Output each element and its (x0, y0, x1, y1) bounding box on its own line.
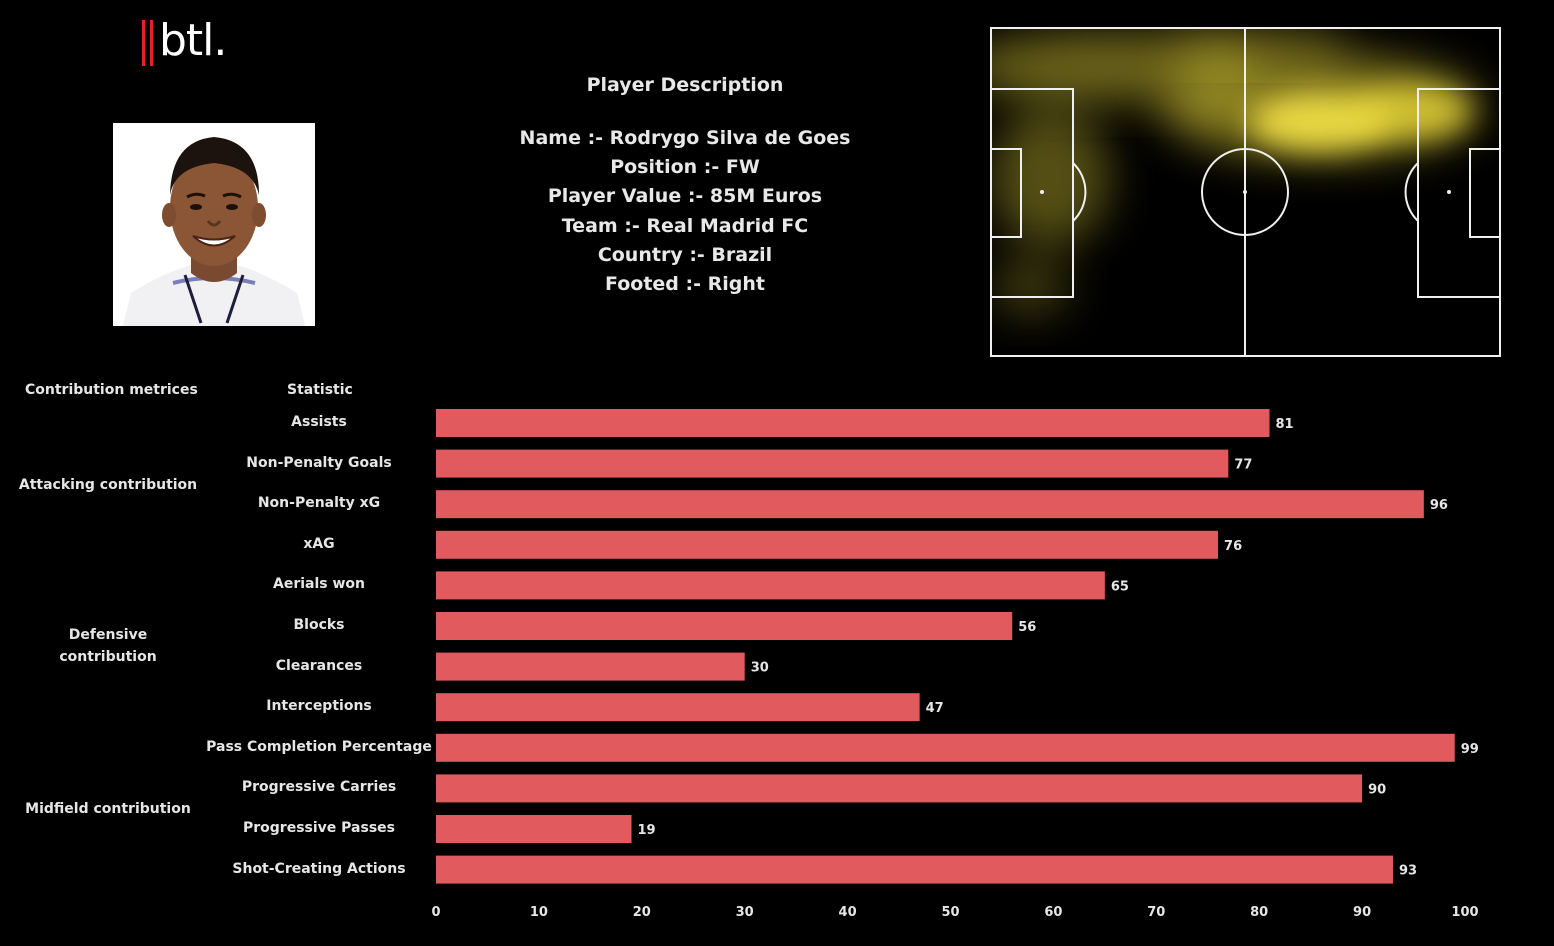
stat-label: Blocks (293, 617, 345, 633)
player-name: Name :- Rodrygo Silva de Goes (519, 127, 851, 149)
logo-bar-2 (150, 20, 153, 66)
logo-text: btl. (159, 15, 227, 66)
data-label: 90 (1368, 782, 1386, 797)
bar-non-penalty-xg (436, 490, 1424, 519)
data-label: 76 (1224, 539, 1242, 554)
data-label: 93 (1399, 864, 1417, 879)
x-tick-label: 70 (1147, 905, 1165, 920)
data-label: 77 (1234, 458, 1252, 473)
header-statistic: Statistic (287, 382, 353, 398)
player-footed: Footed :- Right (605, 273, 765, 296)
player-country: Country :- Brazil (597, 243, 773, 266)
x-tick-label: 30 (736, 905, 754, 920)
data-label: 56 (1018, 620, 1036, 635)
bar-xag (436, 530, 1219, 559)
header-contribution-metrices: Contribution metrices (25, 382, 198, 398)
group-midfield-contribution: Midfield contribution (25, 801, 191, 817)
data-label: 81 (1275, 417, 1293, 432)
btl-logo: btl. (142, 14, 227, 72)
bar-interceptions (436, 693, 920, 722)
bar-assists (436, 409, 1270, 437)
data-label: 47 (926, 701, 944, 716)
group-attacking-contribution: Attacking contribution (18, 477, 198, 493)
heatmap-blobs (990, 29, 1480, 317)
data-label: 96 (1430, 498, 1448, 513)
heat-blob (1170, 29, 1350, 65)
bar-aerials-won (436, 571, 1105, 600)
stat-label: Pass Completion Percentage (206, 738, 432, 755)
stat-label: Assists (291, 414, 347, 430)
pitch-lines (990, 27, 1501, 357)
stat-label: Shot-Creating Actions (232, 860, 406, 877)
bar-progressive-carries (436, 774, 1363, 803)
stat-label: Aerials won (272, 576, 365, 593)
x-tick-label: 50 (941, 905, 959, 920)
x-tick-label: 40 (839, 905, 857, 920)
heat-blob (1350, 86, 1470, 138)
logo-bar-1 (142, 20, 145, 66)
data-label: 99 (1461, 742, 1479, 757)
bar-blocks (436, 612, 1013, 640)
group-defensive-contribution: Defensive contribution (8, 624, 208, 668)
logo-bars (142, 20, 153, 66)
x-tick-label: 0 (431, 905, 440, 920)
data-label: 19 (638, 823, 656, 838)
player-portrait-icon (113, 123, 315, 326)
player-position: Position :- FW (610, 156, 760, 179)
player-value: Player Value :- 85M Euros (547, 185, 823, 208)
data-label: 65 (1111, 579, 1129, 594)
x-tick-label: 100 (1451, 905, 1478, 920)
player-description: Player Description Name :- Rodrygo Silva… (485, 74, 885, 299)
stat-label: Progressive Passes (243, 820, 395, 836)
x-tick-label: 20 (633, 905, 651, 920)
player-description-title: Player Description (586, 74, 784, 96)
bar-progressive-passes (436, 815, 632, 843)
pitch-heatmap (990, 27, 1501, 357)
x-tick-label: 60 (1044, 905, 1062, 920)
player-photo (113, 123, 315, 326)
heat-blob (990, 257, 1070, 317)
stat-label: Interceptions (266, 698, 372, 715)
bar-clearances (436, 652, 745, 681)
stat-label: Non-Penalty Goals (246, 454, 392, 471)
bar-pass-completion-percentage (436, 733, 1455, 762)
x-tick-label: 80 (1250, 905, 1268, 920)
x-tick-label: 10 (530, 905, 548, 920)
group-defensive-line-1: Defensive (68, 627, 148, 643)
group-defensive-line-2: contribution (59, 649, 157, 665)
x-tick-label: 90 (1353, 905, 1371, 920)
player-team: Team :- Real Madrid FC (561, 214, 809, 237)
bar-non-penalty-goals (436, 449, 1229, 478)
stat-label: Clearances (275, 657, 363, 674)
stat-label: xAG (303, 535, 335, 552)
stat-label: Progressive Carries (241, 779, 397, 796)
stat-label: Non-Penalty xG (257, 495, 381, 512)
bar-shot-creating-actions (436, 855, 1393, 884)
data-label: 30 (751, 661, 769, 676)
